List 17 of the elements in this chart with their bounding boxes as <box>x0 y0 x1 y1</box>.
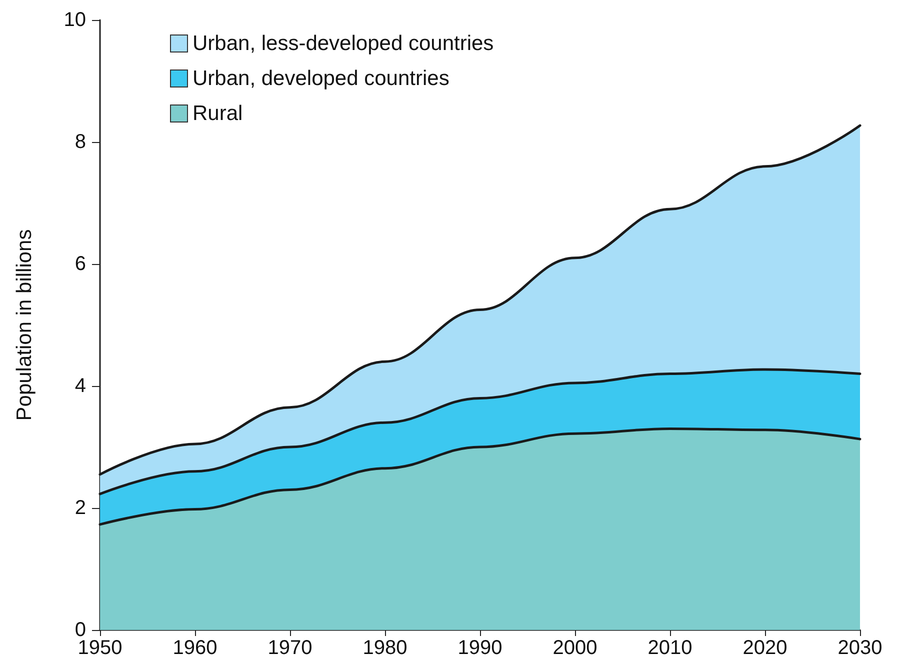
x-tick-label: 1980 <box>362 637 408 659</box>
legend-label: Urban, less-developed countries <box>192 32 494 55</box>
y-tick-label: 2 <box>74 497 86 519</box>
y-tick-label: 4 <box>74 375 86 397</box>
y-tick-label: 8 <box>74 131 86 153</box>
legend-label: Rural <box>192 102 243 125</box>
x-tick-label: 1970 <box>268 637 312 659</box>
legend-label: Urban, developed countries <box>192 67 450 90</box>
y-tick-label: 6 <box>74 253 86 275</box>
y-tick-label: 10 <box>64 9 86 31</box>
x-tick-label: 2000 <box>552 637 598 659</box>
y-axis-title: Population in billions <box>13 229 36 421</box>
x-tick-label: 2020 <box>742 637 788 659</box>
x-tick-label: 1960 <box>172 637 218 659</box>
x-tick-label: 2030 <box>838 637 882 659</box>
x-tick-label: 2010 <box>648 637 692 659</box>
x-tick-label: 1990 <box>458 637 502 659</box>
